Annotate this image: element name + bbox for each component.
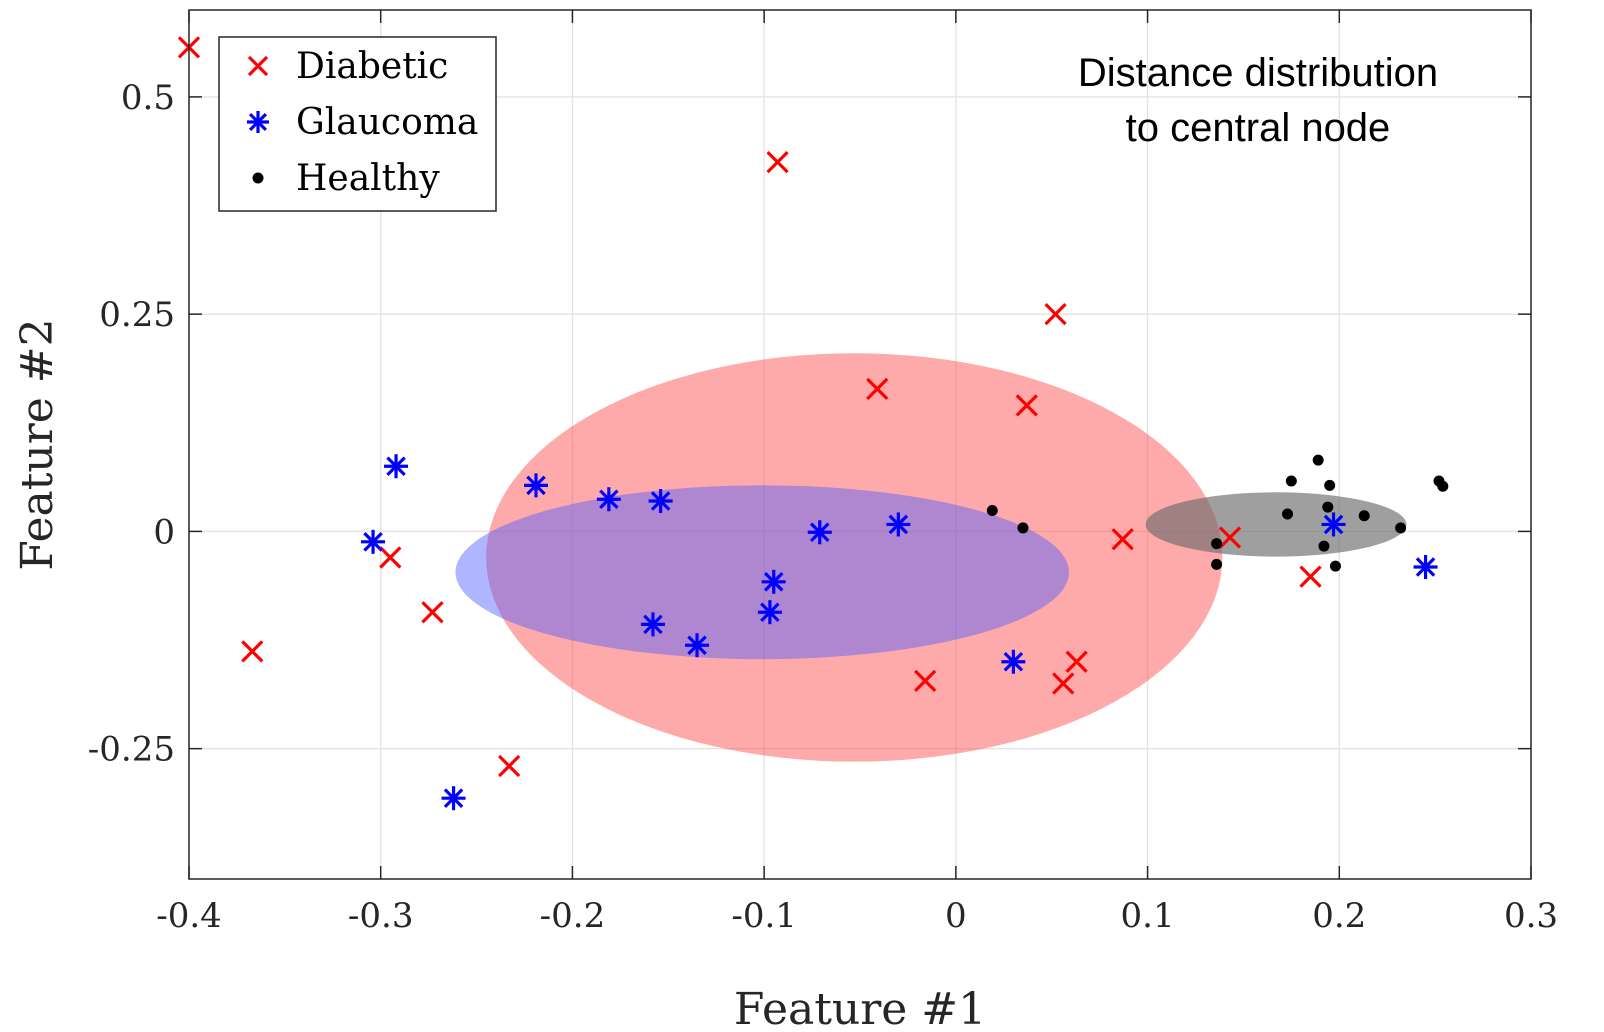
glaucoma-point-1 [384,454,409,479]
diabetic-point-10 [1218,526,1242,549]
x-tick-label-0: -0.4 [156,896,222,936]
glaucoma-point-11 [685,633,710,658]
legend-label-diabetic: Diabetic [296,46,448,87]
x-tick-label-2: -0.2 [540,896,606,936]
y-tick-label-0: -0.25 [88,730,175,770]
glaucoma-point-0 [361,529,386,554]
glaucoma-point-8 [761,569,786,594]
healthy-point-0 [986,505,998,517]
diabetic-point-2 [1044,303,1067,326]
legend: Diabetic Glaucoma Healthy [218,36,497,212]
glaucoma-point-10 [640,612,665,637]
glaucoma-point-13 [1321,512,1346,537]
grid [189,10,1531,879]
glaucoma-point-3 [524,473,549,498]
glaucoma-point-12 [1001,649,1026,674]
x-tick-label-7: 0.3 [1504,896,1558,936]
healthy-point-3 [1211,558,1223,570]
legend-marker-glaucoma [247,111,269,133]
annotation: Distance distribution to central node [1078,51,1438,150]
x-tick-label-4: 0 [945,896,967,936]
ellipse-healthy [1145,492,1407,557]
annotation-line-1: Distance distribution [1078,51,1438,95]
diabetic-point-6 [421,601,444,624]
series-glaucoma [361,454,1438,811]
y-axis-label: Feature #2 [12,318,63,570]
diabetic-point-13 [1052,672,1075,695]
series-diabetic [177,36,1322,778]
y-tick-label-2: 0.25 [99,295,175,335]
x-tick-label-3: -0.1 [731,896,797,936]
healthy-point-6 [1312,454,1324,466]
healthy-point-9 [1329,560,1341,572]
healthy-point-14 [1437,480,1449,492]
legend-marker-healthy [252,172,264,184]
healthy-point-5 [1285,475,1297,487]
data-points [177,36,1449,811]
diabetic-point-5 [379,546,402,569]
glaucoma-point-2 [441,786,466,811]
x-tick-label-6: 0.2 [1312,896,1366,936]
healthy-point-11 [1358,510,1370,522]
x-tick-label-1: -0.3 [348,896,414,936]
series-healthy [986,454,1449,572]
x-tick-label-5: 0.1 [1121,896,1175,936]
healthy-point-4 [1282,508,1294,520]
distribution-ellipses [455,353,1407,762]
ellipse-glaucoma [455,485,1069,660]
axis-ticks: -0.4 -0.3 -0.2 -0.1 0 0.1 0.2 0.3 -0.25 0 0.25 0.5 [88,10,1558,936]
healthy-point-7 [1322,501,1334,513]
healthy-point-8 [1324,479,1336,491]
diabetic-point-1 [766,150,789,174]
glaucoma-point-9 [757,600,782,625]
y-tick-label-1: 0 [153,512,175,552]
diabetic-point-9 [1111,528,1134,551]
x-axis-label: Feature #1 [734,984,986,1032]
healthy-point-12 [1395,522,1407,534]
glaucoma-point-6 [807,520,832,545]
annotation-line-2: to central node [1126,106,1391,150]
legend-box [218,36,497,212]
legend-marker-diabetic [247,55,269,77]
glaucoma-point-5 [648,488,673,513]
healthy-point-1 [1017,522,1029,534]
healthy-point-2 [1211,538,1223,550]
diabetic-point-8 [498,754,521,778]
healthy-point-10 [1318,540,1330,552]
diabetic-point-14 [1065,650,1088,673]
diabetic-point-12 [914,669,937,692]
diabetic-point-7 [241,640,264,663]
glaucoma-point-14 [1413,555,1438,580]
diabetic-point-4 [1015,394,1038,417]
glaucoma-point-4 [596,487,621,512]
diabetic-point-3 [866,377,889,401]
y-tick-label-3: 0.5 [121,78,175,118]
glaucoma-point-7 [886,512,911,537]
legend-label-healthy: Healthy [296,158,440,199]
legend-label-glaucoma: Glaucoma [296,102,478,143]
ellipse-diabetic [486,353,1223,762]
diabetic-point-11 [1299,565,1322,588]
plot-frame [188,9,1532,880]
